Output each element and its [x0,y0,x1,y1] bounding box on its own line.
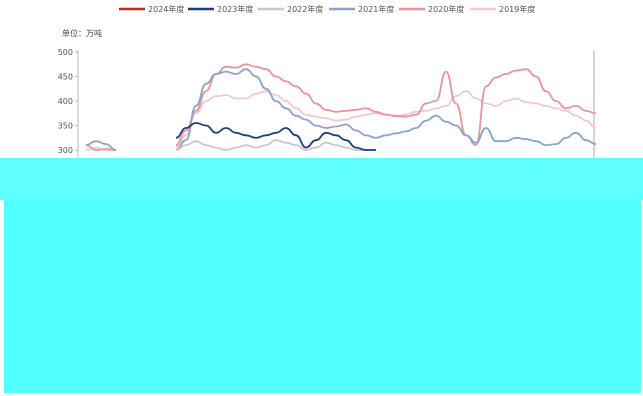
legend-label: 2022年度 [287,4,323,14]
legend-label: 2023年度 [217,4,253,14]
series-line [85,140,117,151]
unit-label: 单位：万吨 [62,28,102,38]
series-line [175,90,597,149]
legend: 2024年度 2023年度 2022年度 2021年度 2020年度 2019年度 [119,4,535,14]
series-line [175,68,597,151]
y-tick-label: 500 [58,48,73,57]
y-tick-label: 350 [58,122,73,131]
legend-label: 2024年度 [148,4,184,14]
y-tick-label: 300 [58,146,73,155]
series-lines [85,63,597,151]
series-line [175,63,597,147]
legend-label: 2019年度 [499,4,535,14]
y-tick-label: 450 [58,73,73,82]
cyan-overlay-block [4,200,641,393]
y-ticks: 300 350 400 450 500 [58,48,78,155]
series-line [175,139,376,151]
cyan-overlay-band [0,158,643,200]
legend-label: 2020年度 [428,4,464,14]
y-tick-label: 400 [58,97,73,106]
legend-label: 2021年度 [358,4,394,14]
series-line [175,122,376,151]
series-line [85,144,117,151]
